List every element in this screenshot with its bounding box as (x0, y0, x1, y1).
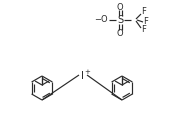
Text: F: F (142, 7, 146, 16)
Text: −O: −O (94, 16, 108, 25)
Text: F: F (144, 17, 148, 27)
Text: O: O (117, 2, 123, 12)
Text: +: + (85, 68, 90, 75)
Text: O: O (117, 29, 123, 37)
Text: S: S (117, 15, 123, 25)
Text: I: I (80, 71, 83, 81)
Text: F: F (142, 26, 146, 34)
